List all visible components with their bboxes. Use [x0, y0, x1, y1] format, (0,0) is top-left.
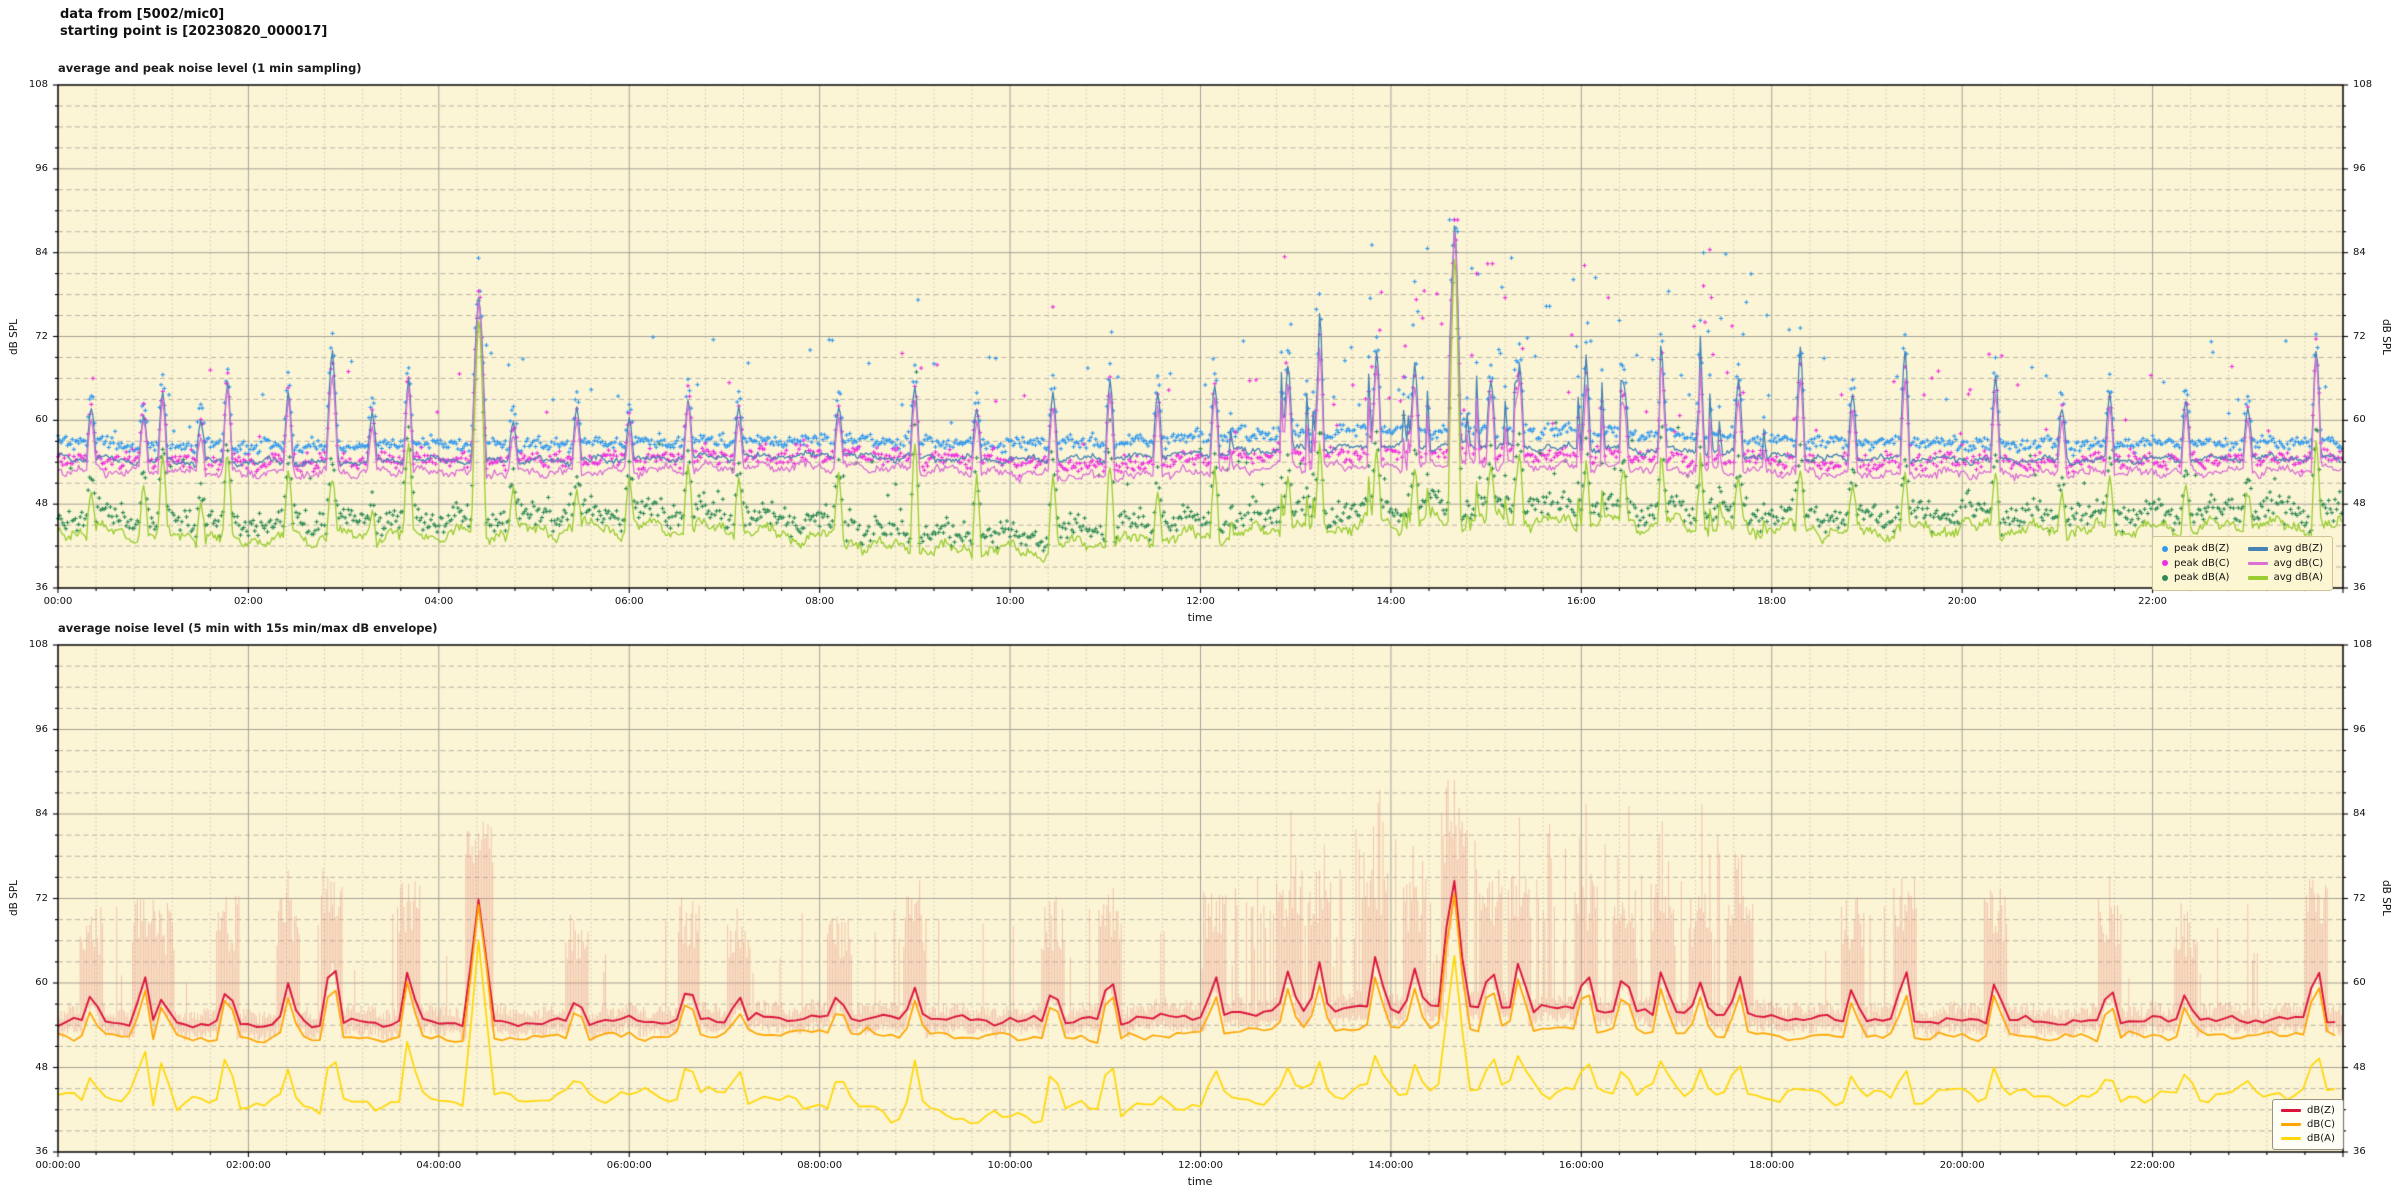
x-tick-label: 12:00 — [1186, 596, 1215, 607]
y-tick-label-right: 108 — [2353, 639, 2373, 650]
line-swatch — [2281, 1108, 2301, 1113]
line-swatch — [2281, 1136, 2301, 1141]
legend-label: dB(C) — [2307, 1119, 2335, 1130]
y-tick-label-right: 60 — [2353, 414, 2366, 426]
y-tick-label-left: 84 — [35, 808, 48, 819]
legend-label: avg dB(Z) — [2273, 543, 2324, 555]
y-tick-label-left: 108 — [28, 79, 48, 90]
x-tick-label: 14:00:00 — [1368, 1160, 1414, 1171]
chart-top-legend: peak dB(Z) peak dB(C) peak dB(A) avg dB(Z) a… — [2152, 536, 2334, 591]
legend-label: peak dB(Z) — [2174, 543, 2230, 555]
y-tick-label-right: 48 — [2353, 1061, 2366, 1073]
x-tick-label: 16:00:00 — [1558, 1160, 1604, 1171]
y-tick-label-left: 60 — [35, 977, 48, 988]
y-tick-label-left: 72 — [35, 892, 48, 904]
x-tick-label: 12:00:00 — [1178, 1160, 1223, 1171]
x-tick-label: 20:00:00 — [1939, 1160, 1985, 1171]
y-tick-label-left: 48 — [35, 498, 48, 510]
legend-label: peak dB(C) — [2174, 557, 2230, 569]
x-tick-label: 20:00 — [1947, 596, 1977, 607]
chart-bottom-xlabel: time — [1187, 1175, 1213, 1188]
y-tick-label-left: 36 — [35, 582, 48, 593]
x-tick-label: 06:00:00 — [606, 1160, 652, 1171]
legend-entry: peak dB(Z) — [2162, 542, 2230, 556]
legend-label: dB(A) — [2307, 1133, 2335, 1144]
y-tick-label-left: 36 — [35, 1146, 48, 1157]
x-tick-label: 08:00:00 — [797, 1160, 843, 1171]
chart-top-title: average and peak noise level (1 min samp… — [58, 61, 362, 75]
y-tick-label-right: 84 — [2353, 808, 2366, 819]
y-tick-label-left: 84 — [35, 246, 48, 258]
line-swatch — [2247, 547, 2268, 551]
line-swatch — [2281, 1122, 2301, 1127]
legend-entry: peak dB(C) — [2162, 557, 2230, 571]
chart-top-xlabel: time — [1187, 611, 1213, 624]
x-tick-label: 10:00 — [995, 596, 1025, 607]
header-line-2: starting point is [20230820_000017] — [60, 24, 328, 39]
y-tick-label-right: 36 — [2353, 1146, 2366, 1157]
x-tick-label: 04:00 — [424, 596, 454, 607]
x-tick-label: 18:00 — [1757, 596, 1787, 607]
x-tick-label: 02:00:00 — [225, 1160, 271, 1171]
legend-label: peak dB(A) — [2174, 572, 2230, 584]
y-tick-label-right: 48 — [2353, 498, 2366, 510]
legend-entry: avg dB(Z) — [2247, 542, 2324, 556]
legend-entry: dB(A) — [2281, 1132, 2335, 1145]
x-tick-label: 00:00:00 — [35, 1160, 81, 1171]
x-tick-label: 08:00 — [805, 596, 835, 607]
scatter-marker-swatch — [2162, 560, 2168, 567]
y-tick-label-right: 96 — [2353, 162, 2366, 174]
legend-entry: avg dB(C) — [2247, 557, 2324, 571]
legend-entry: dB(Z) — [2281, 1104, 2335, 1117]
legend-label: avg dB(C) — [2273, 557, 2324, 569]
y-tick-label-right: 108 — [2353, 79, 2373, 90]
x-tick-label: 00:00 — [43, 596, 73, 607]
y-tick-label-left: 96 — [35, 162, 48, 174]
chart-bottom-title: average noise level (5 min with 15s min/… — [58, 621, 438, 635]
x-tick-label: 14:00 — [1376, 596, 1406, 607]
x-tick-label: 16:00 — [1566, 596, 1596, 607]
legend-label: avg dB(A) — [2273, 572, 2324, 584]
x-tick-label: 04:00:00 — [416, 1160, 462, 1171]
x-tick-label: 06:00 — [614, 596, 644, 607]
x-tick-label: 22:00 — [2138, 596, 2167, 607]
y-tick-label-right: 36 — [2353, 582, 2366, 593]
y-tick-label-left: 108 — [28, 639, 48, 650]
header-line-1: data from [5002/mic0] — [60, 7, 225, 22]
chart-bottom-plot-canvas — [48, 635, 2353, 1162]
x-tick-label: 22:00:00 — [2130, 1160, 2176, 1171]
legend-entry: peak dB(A) — [2162, 571, 2230, 585]
legend-entry: avg dB(A) — [2247, 571, 2324, 585]
y-tick-label-right: 72 — [2353, 330, 2366, 342]
y-tick-label-right: 60 — [2353, 977, 2366, 988]
y-tick-label-left: 60 — [35, 414, 48, 426]
y-tick-label-right: 72 — [2353, 892, 2366, 904]
line-swatch — [2247, 561, 2268, 565]
x-tick-label: 10:00:00 — [987, 1160, 1033, 1171]
y-tick-label-right: 96 — [2353, 723, 2366, 735]
chart-top-plot-canvas — [48, 75, 2353, 598]
x-tick-label: 02:00 — [233, 596, 263, 607]
scatter-marker-swatch — [2162, 574, 2168, 581]
y-tick-label-right: 84 — [2353, 246, 2366, 258]
line-swatch — [2247, 576, 2268, 580]
legend-label: dB(Z) — [2307, 1105, 2335, 1116]
chart-bottom-legend: dB(Z) dB(C) dB(A) — [2272, 1099, 2344, 1150]
y-tick-label-left: 72 — [35, 330, 48, 342]
scatter-marker-swatch — [2162, 545, 2168, 552]
y-tick-label-left: 96 — [35, 723, 48, 735]
y-tick-label-left: 48 — [35, 1061, 48, 1073]
x-tick-label: 18:00:00 — [1749, 1160, 1795, 1171]
legend-entry: dB(C) — [2281, 1118, 2335, 1131]
